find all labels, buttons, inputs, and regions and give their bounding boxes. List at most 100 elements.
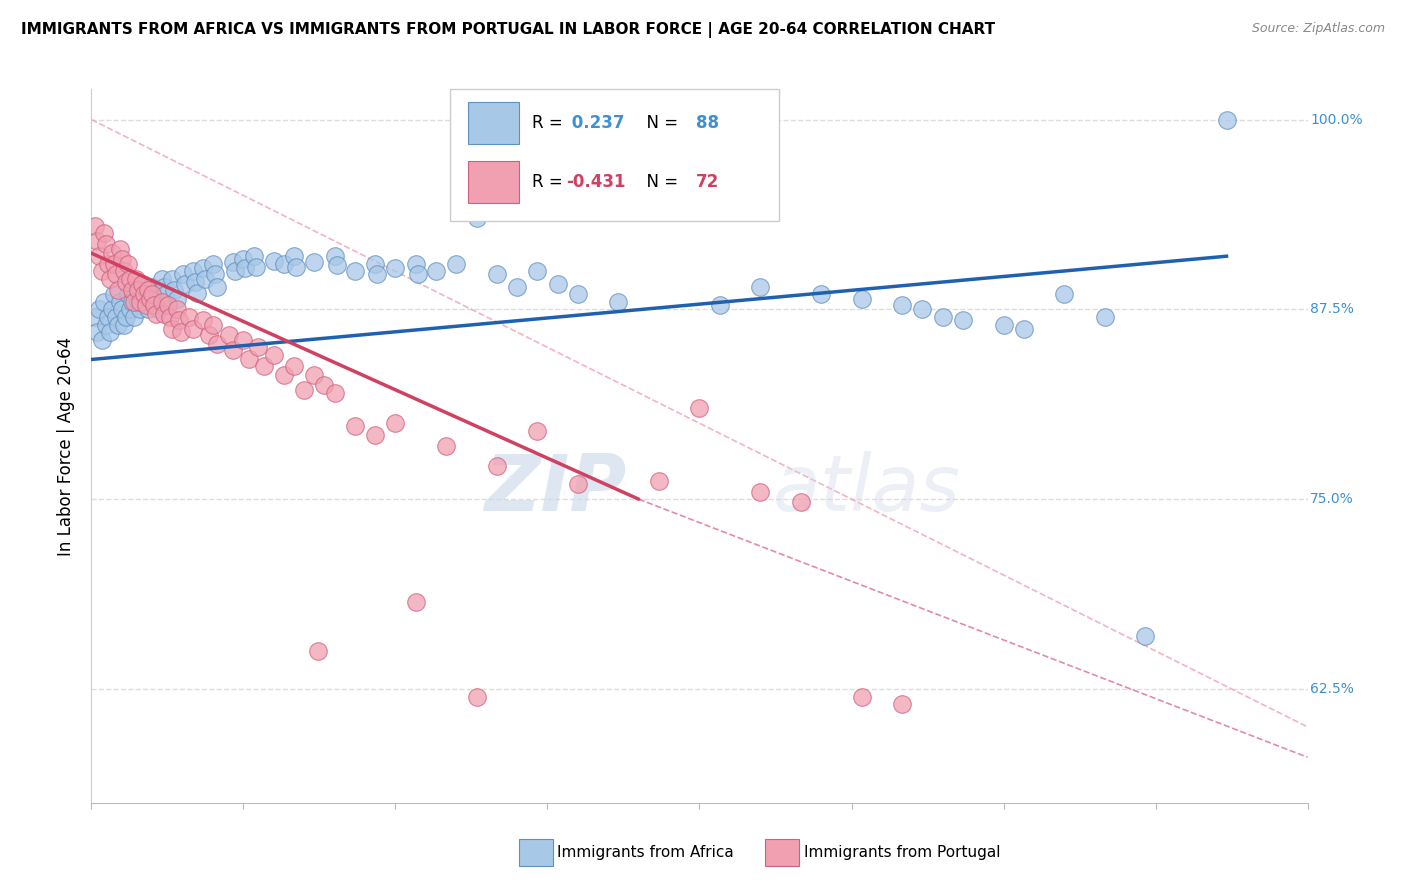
Point xyxy=(232,333,254,347)
Point xyxy=(364,257,387,271)
Point xyxy=(434,439,457,453)
Point xyxy=(283,249,305,263)
Point xyxy=(127,294,149,309)
Text: R =: R = xyxy=(531,114,568,132)
Point xyxy=(186,285,208,300)
Point xyxy=(304,255,326,269)
Point xyxy=(911,302,934,317)
Point xyxy=(273,368,295,382)
Point xyxy=(405,257,427,271)
Text: atlas: atlas xyxy=(772,450,960,527)
Point xyxy=(526,424,548,438)
Point xyxy=(366,268,388,282)
Point xyxy=(166,292,188,306)
Point xyxy=(131,287,153,301)
Point xyxy=(465,211,488,226)
Point xyxy=(127,283,149,297)
Text: N =: N = xyxy=(637,114,683,132)
Point xyxy=(547,277,569,291)
Point xyxy=(104,268,127,282)
Point xyxy=(851,690,873,704)
Point xyxy=(125,272,148,286)
Point xyxy=(307,644,329,658)
Point xyxy=(100,246,122,260)
Point xyxy=(688,401,710,415)
Point xyxy=(405,595,427,609)
Point xyxy=(273,257,295,271)
Point xyxy=(145,307,167,321)
Point xyxy=(135,294,157,309)
Point xyxy=(952,313,974,327)
Point xyxy=(155,287,177,301)
Point xyxy=(891,298,914,312)
Text: ZIP: ZIP xyxy=(484,450,627,527)
Text: IMMIGRANTS FROM AFRICA VS IMMIGRANTS FROM PORTUGAL IN LABOR FORCE | AGE 20-64 CO: IMMIGRANTS FROM AFRICA VS IMMIGRANTS FRO… xyxy=(21,22,995,38)
Point xyxy=(173,277,195,291)
Point xyxy=(129,294,152,309)
FancyBboxPatch shape xyxy=(468,161,519,203)
Y-axis label: In Labor Force | Age 20-64: In Labor Force | Age 20-64 xyxy=(58,336,76,556)
Point xyxy=(86,325,108,339)
Point xyxy=(891,697,914,711)
Text: 0.237: 0.237 xyxy=(565,114,624,132)
Point xyxy=(112,318,135,332)
Point xyxy=(97,310,120,324)
Point xyxy=(177,310,200,324)
Point xyxy=(1053,287,1076,301)
Point xyxy=(143,287,166,301)
Point xyxy=(90,333,112,347)
Point xyxy=(86,234,108,248)
Point xyxy=(132,287,155,301)
Point xyxy=(131,277,153,291)
Point xyxy=(425,264,447,278)
Point xyxy=(224,264,246,278)
Point xyxy=(117,287,139,301)
Point xyxy=(323,385,346,400)
Text: 62.5%: 62.5% xyxy=(1310,681,1354,696)
Text: 75.0%: 75.0% xyxy=(1310,492,1354,506)
Point xyxy=(343,419,366,434)
Point xyxy=(526,264,548,278)
Point xyxy=(851,292,873,306)
Point xyxy=(444,257,467,271)
Text: Source: ZipAtlas.com: Source: ZipAtlas.com xyxy=(1251,22,1385,36)
Point xyxy=(167,313,190,327)
Point xyxy=(172,268,194,282)
Point xyxy=(103,287,125,301)
Point xyxy=(304,368,326,382)
Point xyxy=(111,302,134,317)
Point xyxy=(202,318,225,332)
Point xyxy=(141,287,163,301)
Point xyxy=(93,294,115,309)
Point xyxy=(84,219,107,233)
Text: N =: N = xyxy=(637,173,683,191)
Point xyxy=(263,348,285,362)
Point xyxy=(112,264,135,278)
Point xyxy=(314,378,336,392)
Point xyxy=(790,495,813,509)
Point xyxy=(232,252,254,267)
Point xyxy=(222,343,245,358)
Point xyxy=(145,294,167,309)
Point xyxy=(162,272,184,286)
Point xyxy=(157,298,180,312)
Point xyxy=(1135,629,1157,643)
Point xyxy=(607,294,630,309)
Point xyxy=(709,298,731,312)
Point xyxy=(749,484,772,499)
Point xyxy=(198,328,221,343)
Point xyxy=(245,260,267,274)
Point xyxy=(384,261,406,276)
Point xyxy=(1012,322,1035,336)
Point xyxy=(108,294,131,309)
Point xyxy=(222,255,245,269)
Point xyxy=(567,477,589,491)
Point xyxy=(810,287,832,301)
Point xyxy=(204,268,226,282)
Point xyxy=(253,359,276,373)
Point xyxy=(89,249,111,263)
Point xyxy=(94,318,117,332)
Point xyxy=(1094,310,1116,324)
Point xyxy=(648,474,671,488)
Point xyxy=(97,257,120,271)
